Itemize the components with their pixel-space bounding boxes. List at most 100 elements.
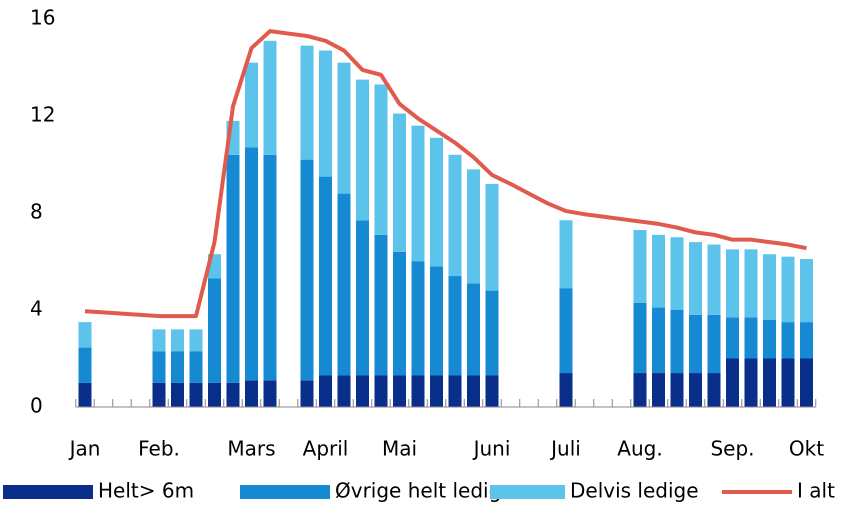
bar-segment	[337, 62, 351, 194]
bar-segment	[245, 380, 258, 407]
x-tick-label: Aug.	[617, 437, 662, 461]
bar-segment	[337, 193, 351, 376]
bar-segment	[300, 159, 314, 381]
bar-segment	[633, 229, 647, 303]
bar-segment	[171, 351, 184, 383]
bar-segment	[633, 373, 647, 407]
total-line	[84, 29, 807, 319]
bar-segment	[781, 256, 795, 323]
bar-segment	[263, 154, 277, 381]
bar-segment	[689, 314, 702, 374]
bar-segment	[411, 261, 425, 376]
bar-segment	[652, 307, 665, 374]
x-tick-label: Sep.	[710, 437, 754, 461]
bar-segment	[467, 375, 480, 407]
bar-segment	[319, 176, 332, 376]
bar-segment	[633, 302, 647, 374]
bar-segment	[208, 382, 221, 407]
bar-segment	[411, 125, 425, 262]
bar-segment	[208, 278, 221, 383]
bar-segment	[652, 234, 665, 308]
bar-segment	[374, 84, 388, 235]
bar-segment	[393, 251, 406, 376]
bar-segment	[189, 329, 203, 352]
bar-segment	[393, 375, 406, 407]
bar-segment	[245, 62, 258, 148]
bar-segment	[78, 382, 92, 407]
legend-label: Helt> 6m	[98, 479, 194, 503]
bar-segment	[263, 40, 277, 155]
bar-segment	[485, 375, 499, 407]
y-tick-label: 8	[30, 200, 43, 224]
x-tick-label: Mars	[227, 437, 275, 461]
x-tick-label: Okt	[789, 437, 824, 461]
bar-segment	[411, 375, 425, 407]
bar-segment	[374, 375, 388, 407]
bar-segment	[689, 373, 702, 407]
bar-segment	[744, 358, 758, 407]
bar-segment	[189, 351, 203, 383]
bar-segment	[800, 259, 813, 323]
bar-segment	[356, 220, 369, 376]
bar-segment	[171, 382, 184, 407]
x-tick-label: Juli	[549, 437, 581, 461]
bar-segment	[319, 375, 332, 407]
bar-segment	[226, 154, 240, 383]
bar-segment	[670, 373, 684, 407]
bar-segment	[319, 50, 332, 177]
y-tick-label: 0	[30, 394, 43, 418]
y-tick-label: 4	[30, 297, 43, 321]
bar-segment	[448, 276, 462, 376]
bar-segment	[726, 249, 739, 318]
bar-segment	[152, 382, 166, 407]
bar-segment	[800, 358, 813, 407]
bar-segment	[781, 322, 795, 359]
bar-segment	[707, 314, 721, 374]
bar-segment	[781, 358, 795, 407]
bar-segment	[744, 249, 758, 318]
bar-segment	[800, 322, 813, 359]
bar-segment	[356, 375, 369, 407]
legend-swatch	[3, 485, 93, 499]
bar-segment	[485, 290, 499, 376]
bar-segment	[374, 234, 388, 376]
x-tick-label: Mai	[382, 437, 417, 461]
legend-swatch	[240, 485, 330, 499]
bar-segment	[744, 317, 758, 359]
bar-segment	[559, 220, 573, 289]
bar-segment	[559, 373, 573, 407]
bar-segment	[726, 317, 739, 359]
bar-segment	[78, 347, 92, 383]
bar-segment	[152, 329, 166, 352]
legend-label: I alt	[797, 479, 835, 503]
bar-segment	[337, 375, 351, 407]
bar-segment	[467, 169, 480, 284]
x-tick-label: Juni	[472, 437, 511, 461]
y-tick-label: 12	[30, 103, 55, 127]
y-tick-label: 16	[30, 6, 55, 30]
bar-segment	[670, 237, 684, 310]
bar-segment	[300, 45, 314, 160]
bar-segment	[559, 288, 573, 374]
legend-label: Delvis ledige	[570, 479, 699, 503]
bar-segment	[263, 380, 277, 407]
bar-segment	[430, 375, 443, 407]
bar-segment	[226, 382, 240, 407]
bar-segment	[763, 319, 776, 359]
bar-segment	[652, 373, 665, 407]
bar-segment	[763, 358, 776, 407]
bar-segment	[726, 358, 739, 407]
bar-segment	[707, 244, 721, 315]
bar-segment	[467, 283, 480, 376]
bar-segment	[707, 373, 721, 407]
legend-label: Øvrige helt ledige	[335, 479, 514, 503]
bar-segment	[763, 254, 776, 320]
bar-segment	[189, 382, 203, 407]
bar-segment	[430, 266, 443, 376]
bar-segment	[245, 147, 258, 381]
bar-segment	[152, 351, 166, 383]
x-tick-label: Feb.	[138, 437, 180, 461]
bar-segment	[171, 329, 184, 352]
bar-segment	[78, 322, 92, 348]
